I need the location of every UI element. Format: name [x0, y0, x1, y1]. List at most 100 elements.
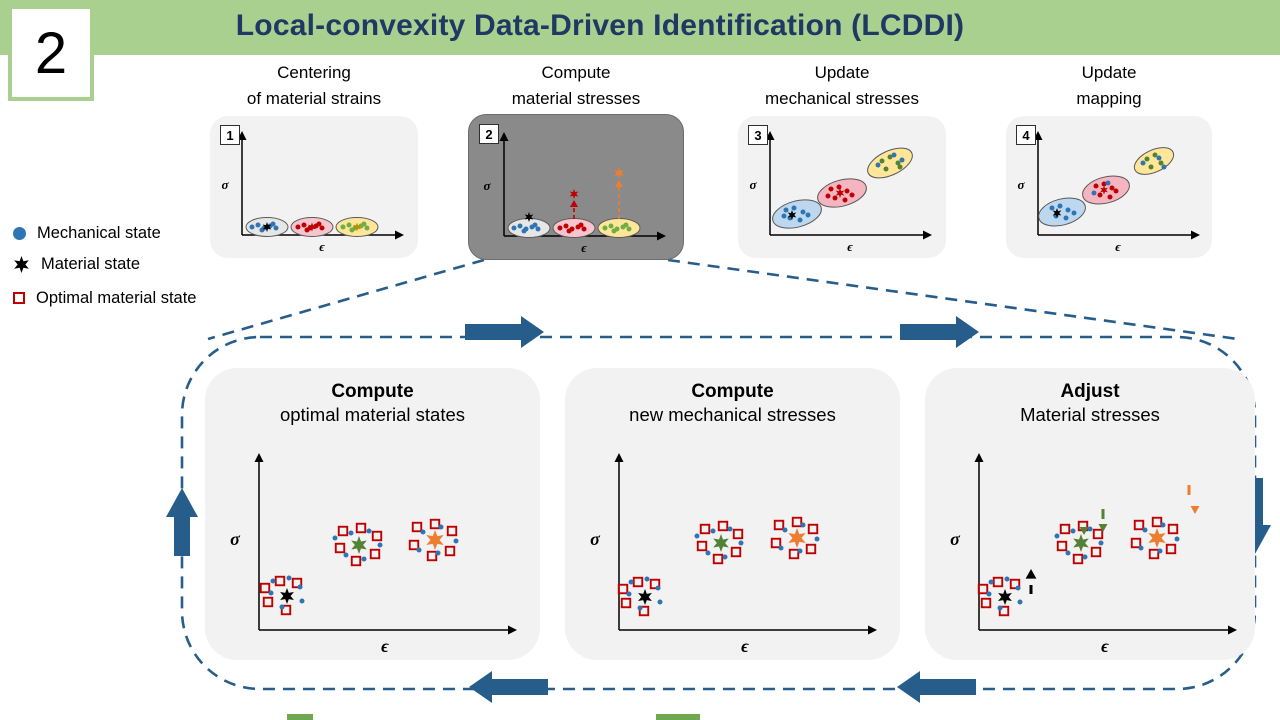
- x-axis-arrowhead: [868, 625, 877, 635]
- material-state-star: [280, 588, 294, 604]
- optimal-material-state-square: [1072, 553, 1084, 565]
- material-state-star: [788, 528, 806, 548]
- material-state-star: [638, 589, 652, 605]
- material-state-star: [569, 189, 579, 199]
- mechanical-state-dot: [279, 604, 285, 610]
- optimal-material-state-square: [444, 545, 456, 557]
- material-state-star: [353, 222, 361, 232]
- mechanical-state-dot: [1015, 585, 1021, 591]
- cycle-arrow-left-up: [166, 488, 198, 556]
- mechanical-state-dot: [1174, 536, 1180, 542]
- optimal-material-state-square: [649, 578, 661, 590]
- cycle-panel-title: Adjust: [1060, 381, 1120, 402]
- x-axis-arrowhead: [1228, 625, 1237, 635]
- optimal-material-state-square: [638, 605, 650, 617]
- material-state-star: [835, 188, 845, 198]
- mechanical-state-dot: [1071, 210, 1077, 216]
- step-label-4: Update mapping: [1006, 60, 1212, 111]
- optimal-material-state-square: [1092, 528, 1104, 540]
- sigma-axis-label: σ: [221, 177, 229, 192]
- optimal-material-state-square: [334, 542, 346, 554]
- mechanical-state-dot: [557, 225, 563, 231]
- bottom-edge-mark-2: [656, 714, 700, 720]
- mechanical-state-dot: [657, 599, 663, 605]
- optimal-material-state-square: [992, 576, 1004, 588]
- optimal-material-state-square: [1056, 540, 1068, 552]
- step-number-badge: 2: [479, 124, 499, 144]
- y-axis-arrowhead: [614, 453, 624, 462]
- step-label-line1: Update: [814, 63, 870, 82]
- mechanical-state-dot: [897, 164, 903, 170]
- optimal-material-state-square: [620, 597, 632, 609]
- big-plot-1: σϵ: [230, 453, 517, 656]
- mechanical-state-dot: [1065, 550, 1071, 556]
- optimal-material-state-square: [712, 553, 724, 565]
- mechanical-state-dot: [366, 528, 372, 534]
- step-label-line1: Update: [1081, 63, 1137, 82]
- mechanical-state-dot: [626, 226, 632, 232]
- adjust-indicator-triangle: [1190, 506, 1200, 514]
- mechanical-state-dot: [722, 554, 728, 560]
- material-state-star: [787, 210, 797, 220]
- mechanical-state-dot: [1004, 576, 1010, 582]
- optimal-material-state-square: [730, 546, 742, 558]
- mechanical-state-dot: [986, 591, 992, 597]
- mechanical-state-dot: [1113, 188, 1119, 194]
- epsilon-axis-label: ϵ: [1101, 636, 1109, 656]
- optimal-material-state-square: [369, 548, 381, 560]
- mechanical-state-dot: [377, 542, 383, 548]
- mechanical-state-dot: [1091, 190, 1097, 196]
- mechanical-state-dot: [828, 186, 834, 192]
- mechanical-state-dot: [644, 576, 650, 582]
- mechanical-state-dot: [814, 536, 820, 542]
- mechanical-state-dot: [1017, 599, 1023, 605]
- optimal-material-state-square: [977, 583, 989, 595]
- mechanical-state-dot: [805, 212, 811, 218]
- epsilon-axis-label: ϵ: [847, 239, 853, 254]
- sigma-axis-label: σ: [590, 529, 601, 549]
- material-state-star: [524, 212, 534, 222]
- material-state-star: [998, 589, 1012, 605]
- step-number-badge: 1: [220, 125, 240, 145]
- cluster-ellipse: [1133, 147, 1175, 175]
- mini-plot-2: σϵ: [483, 132, 666, 255]
- material-state-star: [1052, 208, 1062, 218]
- mechanical-state-dot: [535, 226, 541, 232]
- y-axis-arrowhead: [254, 453, 264, 462]
- mechanical-state-dot: [435, 550, 441, 556]
- mechanical-state-dot: [566, 228, 572, 234]
- mechanical-state-dot: [259, 227, 265, 233]
- cycle-panel-title: Compute: [331, 381, 414, 402]
- mechanical-state-dot: [628, 579, 634, 585]
- mechanical-state-dot: [623, 222, 629, 228]
- mechanical-state-dot: [1087, 526, 1093, 532]
- mechanical-state-dot: [705, 550, 711, 556]
- step-label-2: Compute material stresses: [462, 60, 690, 111]
- mechanical-state-dot: [1098, 540, 1104, 546]
- mechanical-state-dot: [997, 605, 1003, 611]
- mechanical-state-dot: [361, 556, 367, 562]
- optimal-material-state-square: [350, 555, 362, 567]
- mechanical-state-dot: [797, 217, 803, 223]
- mechanical-state-dot: [517, 223, 523, 229]
- optimal-material-state-square: [280, 604, 292, 616]
- mechanical-state-dot: [581, 226, 587, 232]
- mechanical-state-dot: [655, 585, 661, 591]
- optimal-material-state-icon: [13, 292, 25, 304]
- step-label-line2: mapping: [1076, 88, 1142, 108]
- mechanical-state-dot: [782, 527, 788, 533]
- mechanical-state-dot: [1142, 527, 1148, 533]
- step-label-line2: mechanical stresses: [764, 88, 919, 108]
- mechanical-state-dot: [299, 598, 305, 604]
- mechanical-state-dot: [453, 538, 459, 544]
- optimal-material-state-square: [770, 537, 782, 549]
- mechanical-state-dot: [343, 552, 349, 558]
- step-label-3: Update mechanical stresses: [730, 60, 954, 111]
- sigma-axis-label: σ: [230, 529, 241, 549]
- optimal-material-state-square: [1148, 548, 1160, 560]
- mechanical-state-dot: [270, 221, 276, 227]
- mechanical-state-dot: [738, 540, 744, 546]
